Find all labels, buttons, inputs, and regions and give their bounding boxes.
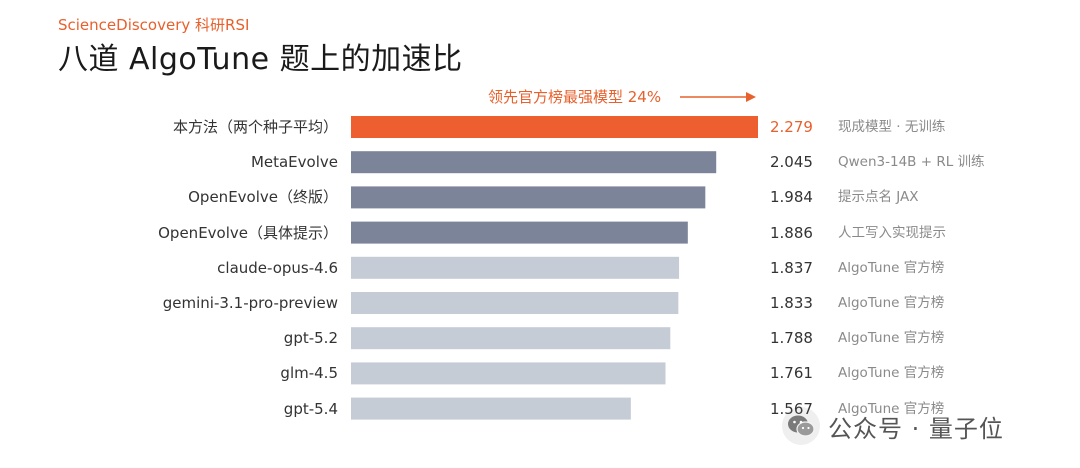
watermark-text: 公众号 · 量子位 — [828, 414, 1004, 443]
category-label: MetaEvolve — [250, 153, 338, 172]
category-label: glm-4.5 — [280, 364, 338, 383]
callout: 领先官方榜最强模型 24% — [470, 86, 760, 108]
row-note: AlgoTune 官方榜 — [838, 400, 945, 417]
value-label: 1.567 — [770, 399, 813, 418]
row-note: 人工写入实现提示 — [838, 224, 946, 241]
watermark: 公众号 · 量子位 — [782, 404, 1052, 448]
bar-7 — [351, 362, 666, 385]
value-label: 1.984 — [770, 188, 813, 207]
category-label: claude-opus-4.6 — [217, 258, 338, 277]
bar-5 — [351, 292, 679, 314]
row-note: 现成模型 · 无训练 — [838, 119, 946, 135]
category-label: OpenEvolve（终版） — [188, 188, 338, 207]
row-note: 提示点名 JAX — [838, 189, 919, 206]
bar-2 — [351, 186, 706, 209]
chart-title: 八道 AlgoTune 题上的加速比 — [58, 42, 463, 77]
bar-1 — [351, 151, 717, 174]
value-label: 2.279 — [770, 118, 813, 136]
category-label: gpt-5.4 — [283, 399, 338, 418]
bar-8 — [351, 397, 631, 420]
bar-0 — [351, 116, 758, 138]
row-note: Qwen3-14B + RL 训练 — [838, 154, 985, 171]
value-label: 1.761 — [770, 364, 813, 383]
value-label: 1.833 — [770, 294, 813, 312]
callout-text: 领先官方榜最强模型 24% — [488, 88, 662, 106]
wechat-icon — [782, 407, 820, 445]
value-label: 2.045 — [770, 153, 813, 172]
row-note: AlgoTune 官方榜 — [838, 365, 945, 382]
brand-label: ScienceDiscovery 科研RSI — [58, 16, 250, 34]
bar-6 — [351, 327, 671, 350]
bar-4 — [351, 256, 680, 279]
value-label: 1.788 — [770, 329, 813, 348]
arrow-right-icon — [680, 92, 756, 102]
row-note: AlgoTune 官方榜 — [838, 295, 945, 311]
category-label: gpt-5.2 — [283, 329, 338, 348]
category-label: OpenEvolve（具体提示） — [158, 223, 338, 242]
value-label: 1.837 — [770, 258, 813, 277]
category-label: gemini-3.1-pro-preview — [162, 294, 338, 312]
row-note: AlgoTune 官方榜 — [838, 330, 945, 347]
row-note: AlgoTune 官方榜 — [838, 259, 945, 276]
bar-3 — [351, 221, 688, 244]
value-label: 1.886 — [770, 223, 813, 242]
category-label: 本方法（两个种子平均） — [172, 118, 338, 136]
